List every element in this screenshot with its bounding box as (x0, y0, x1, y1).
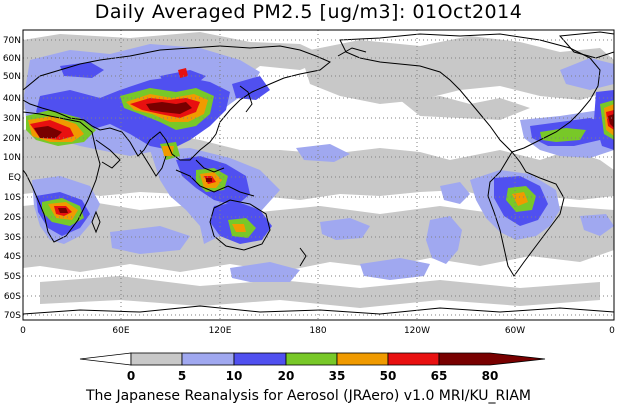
lat-label: 50S (4, 272, 21, 282)
lon-label: 180 (309, 326, 326, 336)
lon-label: 60W (505, 326, 525, 336)
colorbar-segment (387, 352, 440, 366)
colorbar-tick-label: 10 (226, 369, 243, 383)
lat-label: 70S (4, 311, 21, 321)
colorbar-tick-label: 0 (127, 369, 135, 383)
lat-label: 60N (3, 54, 21, 64)
lat-label: 70N (3, 36, 21, 46)
graticule (23, 30, 614, 320)
level-above-80 (34, 102, 614, 213)
map-title: Daily Averaged PM2.5 [ug/m3]: 01Oct2014 (94, 1, 523, 23)
lat-label: 20N (3, 134, 21, 144)
colorbar-tick-label: 50 (380, 369, 397, 383)
lat-label: 40N (3, 94, 21, 104)
colorbar-segment (181, 352, 235, 366)
colorbar-segment (285, 352, 338, 366)
lon-label: 120W (404, 326, 430, 336)
colorbar-tick-label: 35 (329, 369, 346, 383)
lat-label: 10S (4, 193, 21, 203)
colorbar-segment (79, 352, 132, 366)
lon-label: 60E (112, 326, 129, 336)
colorbar-segment (233, 352, 287, 366)
colorbar-tick-label: 80 (482, 369, 499, 383)
longitude-labels: 0 60E 120E 180 120W 60W 0 (20, 326, 615, 336)
lat-label: 50N (3, 72, 21, 82)
latitude-labels: 70N 60N 50N 40N 30N 20N 10N EQ 10S 20S 3… (3, 36, 21, 321)
lat-label: 10N (3, 153, 21, 163)
lat-label: 30S (4, 233, 21, 243)
lon-label: 120E (209, 326, 232, 336)
lon-label: 0 (20, 326, 26, 336)
lat-label: 20S (4, 213, 21, 223)
coastlines (23, 31, 614, 315)
colorbar-segment (336, 352, 389, 366)
lon-label: 0 (609, 326, 615, 336)
colorbar-tick-label: 65 (431, 369, 448, 383)
colorbar-tick-label: 20 (278, 369, 295, 383)
colorbar-tick-label: 5 (178, 369, 186, 383)
credit-line: The Japanese Reanalysis for Aerosol (JRA… (85, 388, 532, 404)
lat-label: 40S (4, 252, 21, 262)
colorbar-segment (130, 352, 183, 366)
lat-label: EQ (8, 173, 21, 183)
concentration-field (23, 30, 614, 320)
lat-label: 60S (4, 292, 21, 302)
colorbar-segment (438, 352, 546, 366)
map-frame (22, 29, 615, 321)
lat-label: 30N (3, 114, 21, 124)
colorbar: 0 5 10 20 35 50 65 80 (79, 352, 546, 383)
